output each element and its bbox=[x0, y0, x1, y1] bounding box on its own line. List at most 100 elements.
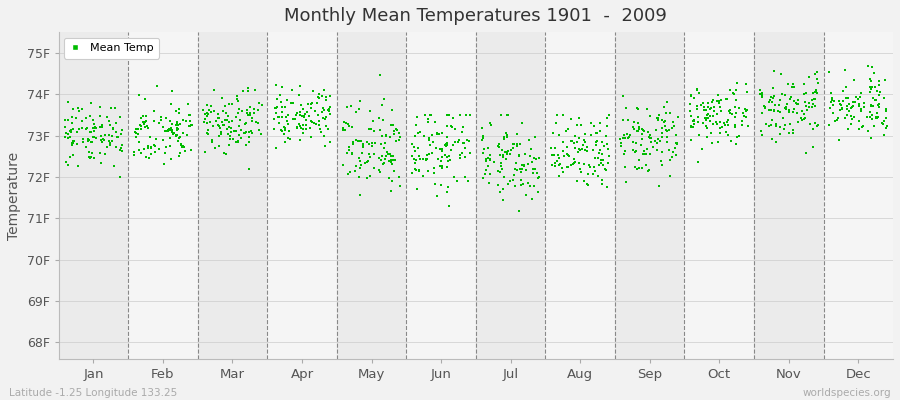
Point bbox=[494, 162, 508, 169]
Point bbox=[366, 164, 381, 171]
Point bbox=[500, 148, 515, 154]
Point bbox=[165, 129, 179, 135]
Point bbox=[878, 132, 892, 139]
Point bbox=[810, 76, 824, 82]
Point bbox=[250, 120, 265, 126]
Point bbox=[365, 143, 380, 149]
Point bbox=[411, 152, 426, 159]
Point bbox=[356, 141, 370, 148]
Point bbox=[578, 146, 592, 153]
Point bbox=[580, 148, 595, 154]
Point bbox=[59, 130, 74, 136]
Point bbox=[521, 180, 535, 186]
Point bbox=[653, 138, 668, 144]
Point bbox=[319, 114, 333, 120]
Point bbox=[255, 102, 269, 108]
Point bbox=[148, 135, 163, 142]
Point bbox=[786, 108, 800, 115]
Point bbox=[383, 150, 398, 157]
Point bbox=[838, 67, 852, 73]
Point bbox=[323, 104, 338, 110]
Point bbox=[700, 134, 715, 140]
Point bbox=[517, 162, 531, 169]
Point bbox=[496, 152, 510, 158]
Point bbox=[572, 147, 587, 154]
Point bbox=[444, 123, 458, 129]
Point bbox=[641, 129, 655, 136]
Point bbox=[243, 104, 257, 110]
Point bbox=[869, 97, 884, 104]
Point bbox=[728, 124, 742, 130]
Point bbox=[305, 100, 320, 106]
Point bbox=[698, 114, 713, 121]
Point bbox=[353, 98, 367, 104]
Point bbox=[689, 86, 704, 93]
Point bbox=[292, 122, 307, 129]
Point bbox=[95, 136, 110, 142]
Bar bbox=[685, 32, 754, 359]
Point bbox=[532, 155, 546, 161]
Point bbox=[200, 113, 214, 120]
Point bbox=[103, 122, 117, 128]
Point bbox=[796, 80, 811, 87]
Point bbox=[669, 132, 683, 139]
Point bbox=[857, 104, 871, 111]
Point bbox=[864, 116, 878, 122]
Point bbox=[196, 107, 211, 113]
Point bbox=[475, 125, 490, 132]
Point bbox=[221, 124, 236, 130]
Point bbox=[428, 164, 442, 171]
Point bbox=[385, 122, 400, 129]
Point bbox=[410, 186, 425, 192]
Point bbox=[248, 110, 262, 116]
Point bbox=[212, 114, 226, 121]
Point bbox=[787, 106, 801, 112]
Point bbox=[321, 106, 336, 113]
Point bbox=[60, 135, 75, 142]
Point bbox=[184, 122, 199, 128]
Point bbox=[627, 149, 642, 155]
Point bbox=[243, 110, 257, 117]
Point bbox=[81, 135, 95, 142]
Point bbox=[594, 160, 608, 166]
Point bbox=[499, 156, 513, 162]
Point bbox=[181, 101, 195, 107]
Point bbox=[763, 106, 778, 113]
Point bbox=[634, 126, 649, 132]
Point bbox=[352, 155, 366, 161]
Point bbox=[683, 108, 698, 114]
Point bbox=[500, 112, 514, 118]
Point bbox=[661, 99, 675, 106]
Point bbox=[527, 166, 542, 172]
Point bbox=[435, 130, 449, 136]
Point bbox=[576, 137, 590, 143]
Point bbox=[392, 174, 406, 181]
Point bbox=[312, 95, 327, 102]
Point bbox=[364, 140, 379, 146]
Point bbox=[213, 129, 228, 135]
Point bbox=[97, 150, 112, 157]
Point bbox=[721, 121, 735, 128]
Point bbox=[640, 146, 654, 152]
Point bbox=[346, 151, 360, 157]
Point bbox=[544, 162, 559, 168]
Point bbox=[386, 157, 400, 164]
Point bbox=[162, 126, 176, 132]
Point bbox=[419, 152, 434, 158]
Point bbox=[252, 127, 266, 134]
Point bbox=[297, 113, 311, 119]
Point bbox=[230, 138, 245, 145]
Point bbox=[670, 113, 685, 120]
Point bbox=[86, 124, 100, 131]
Point bbox=[383, 188, 398, 194]
Point bbox=[159, 128, 174, 134]
Point bbox=[299, 117, 313, 123]
Point bbox=[129, 126, 143, 132]
Point bbox=[130, 131, 145, 137]
Point bbox=[775, 90, 789, 97]
Point bbox=[251, 107, 266, 113]
Point bbox=[200, 120, 214, 126]
Point bbox=[109, 144, 123, 150]
Point bbox=[224, 125, 238, 132]
Point bbox=[366, 118, 381, 124]
